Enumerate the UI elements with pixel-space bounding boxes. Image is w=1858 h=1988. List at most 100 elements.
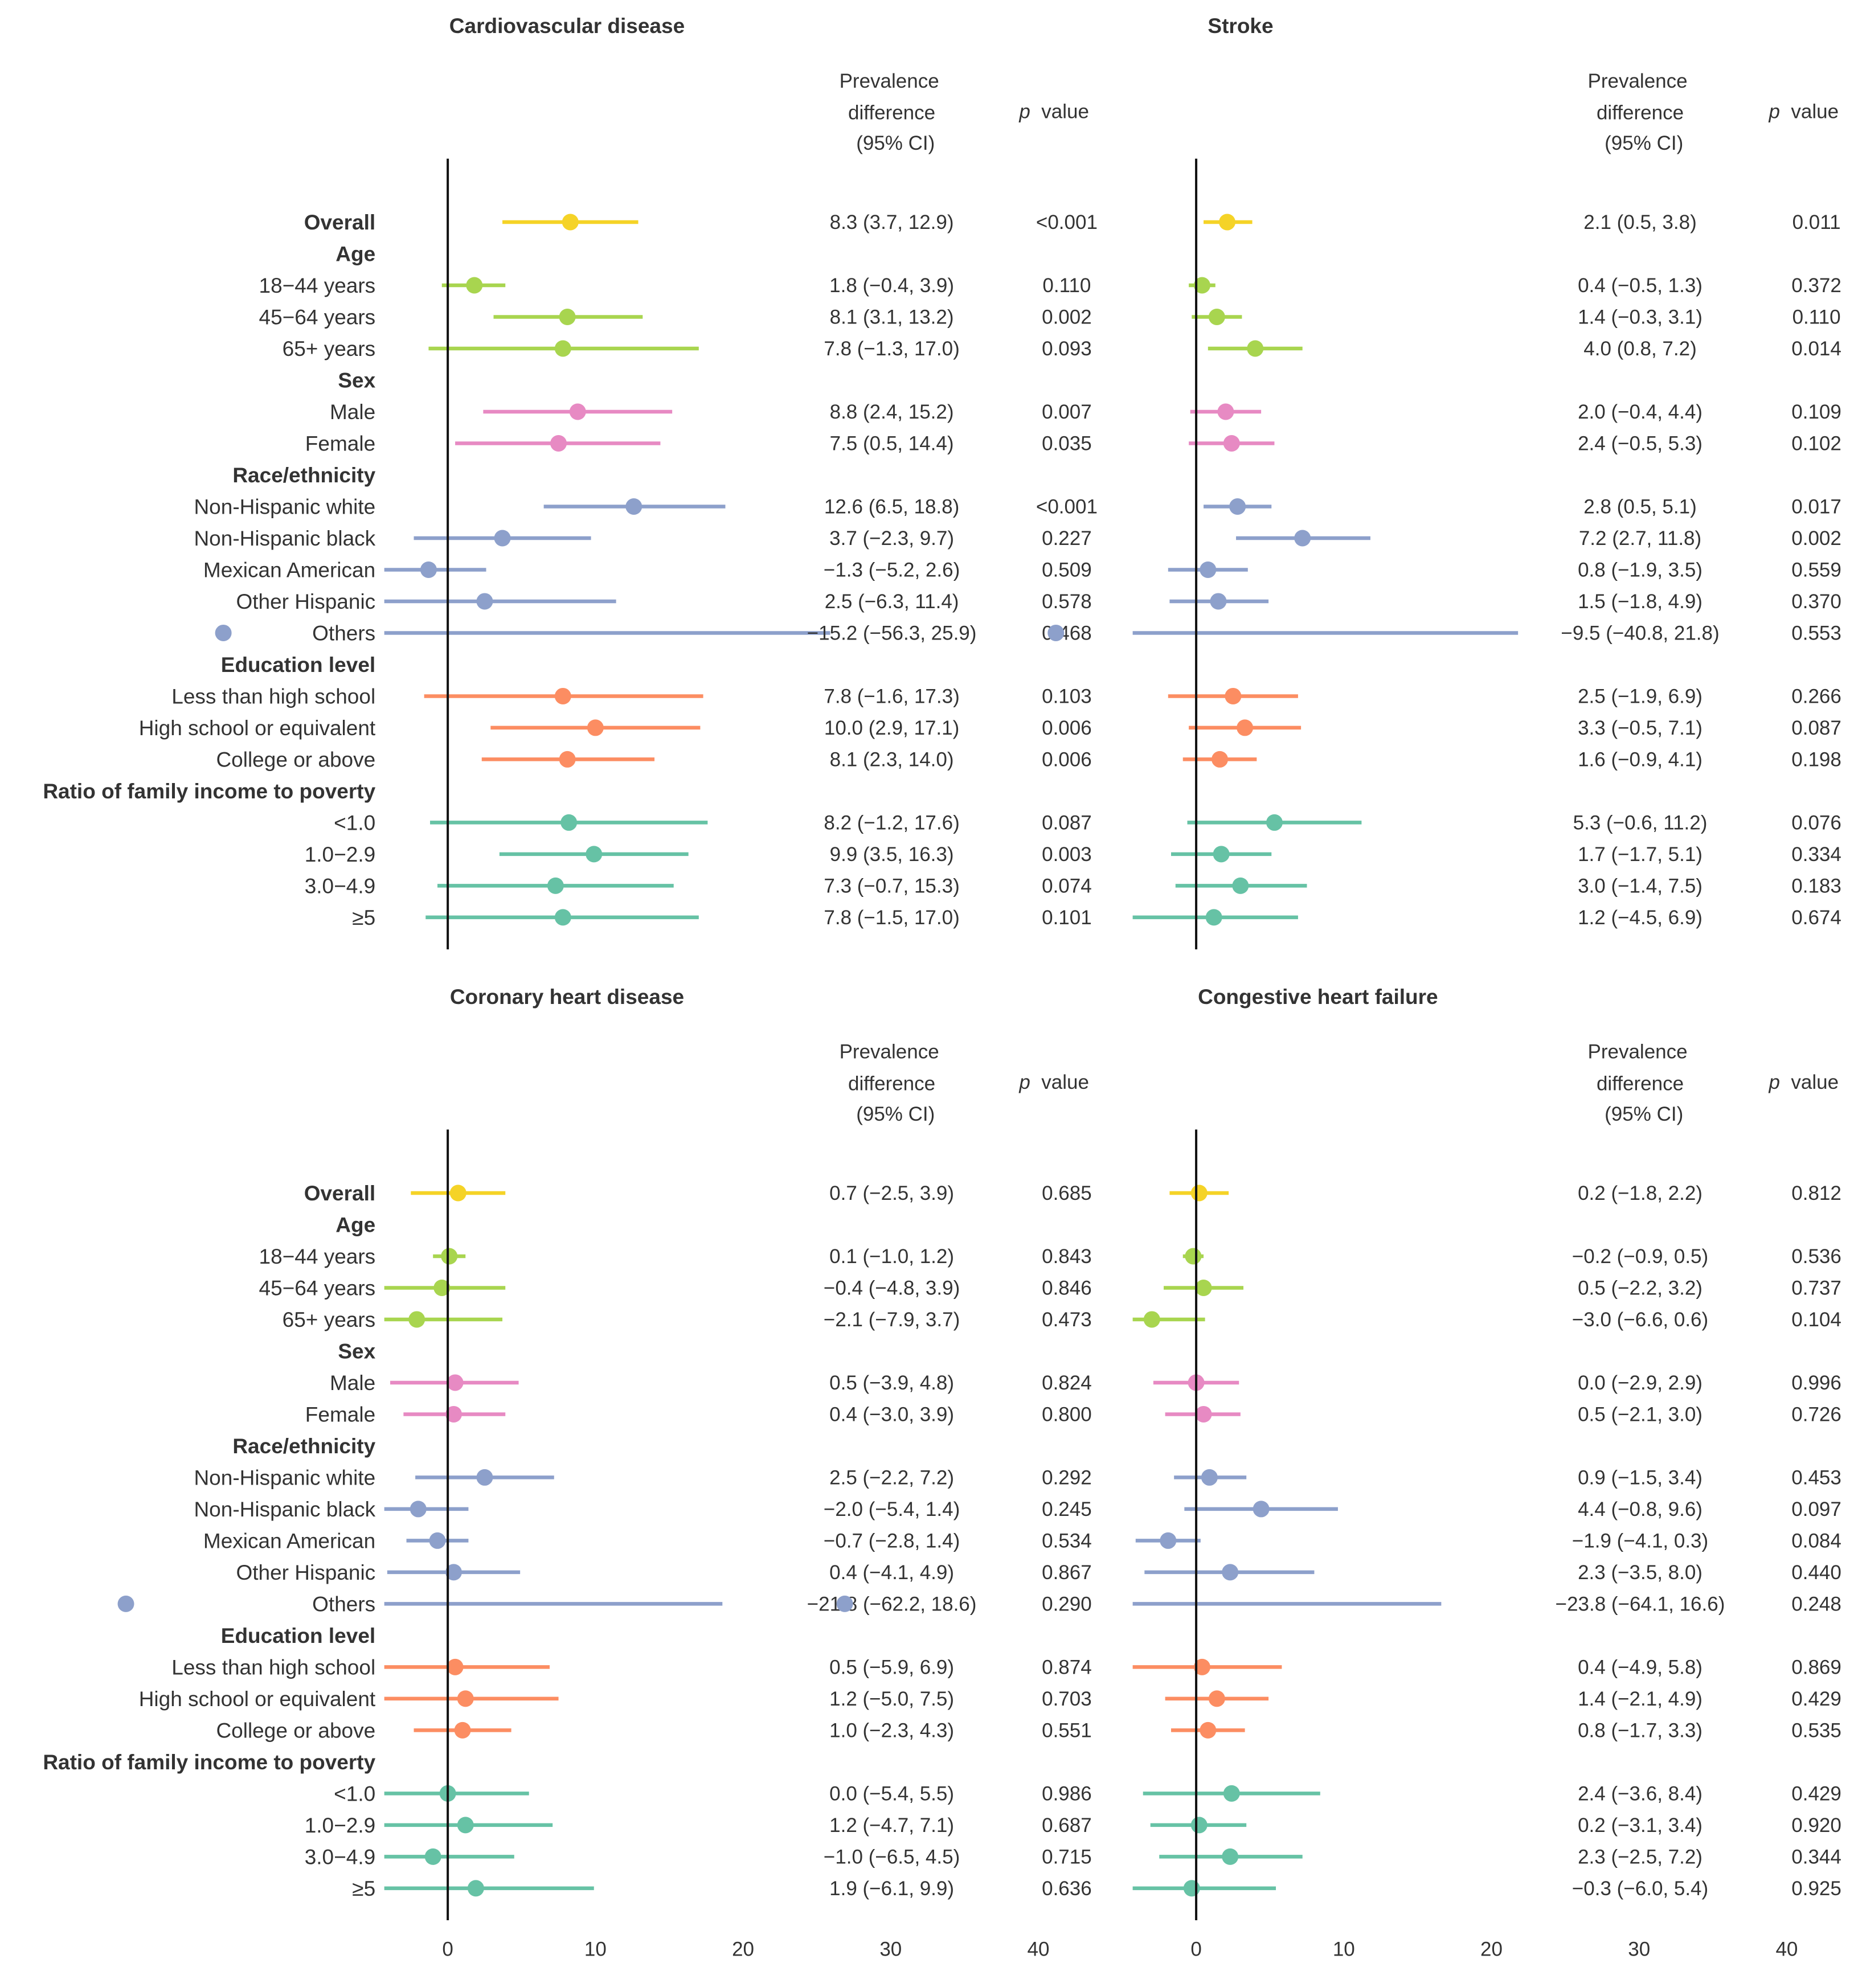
row-label: College or above [216, 748, 375, 771]
ci-value: 0.8 (−1.7, 3.3) [1578, 1719, 1703, 1741]
ci-value: 0.1 (−1.0, 1.2) [829, 1245, 954, 1268]
ci-value: −15.2 (−56.3, 25.9) [807, 622, 977, 644]
p-value: 0.440 [1791, 1561, 1841, 1584]
row-label: ≥5 [352, 1877, 375, 1900]
p-value: 0.534 [1042, 1530, 1092, 1552]
p-value: 0.035 [1042, 432, 1092, 454]
header-value-word: value [1030, 1071, 1089, 1093]
row-label: Age [335, 1213, 375, 1236]
row-label: Sex [338, 1339, 375, 1363]
p-value: 0.007 [1042, 401, 1092, 423]
p-value: <0.001 [1036, 211, 1098, 233]
ci-value: 2.4 (−3.6, 8.4) [1578, 1782, 1703, 1805]
row-label: Others [312, 621, 375, 645]
ci-value: 2.0 (−0.4, 4.4) [1578, 401, 1703, 423]
header-p-value: p value [1018, 1071, 1089, 1093]
row-label: 18−44 years [259, 1245, 376, 1268]
p-value: 0.227 [1042, 527, 1092, 550]
header-value-word: value [1780, 100, 1839, 122]
point-estimate [1266, 814, 1283, 831]
ci-value: 9.9 (3.5, 16.3) [830, 843, 954, 866]
point-estimate [457, 1690, 474, 1707]
p-value: 0.006 [1042, 748, 1092, 770]
row-label: 65+ years [283, 1308, 376, 1331]
row-label: Overall [304, 1182, 375, 1205]
ci-value: 8.8 (2.4, 15.2) [830, 401, 954, 423]
row-label: Ratio of family income to poverty [43, 1751, 375, 1774]
row-label: Male [330, 400, 375, 424]
point-estimate [569, 403, 586, 420]
ci-value: 0.0 (−2.9, 2.9) [1578, 1372, 1703, 1394]
p-value: 0.017 [1791, 495, 1841, 518]
point-estimate [1253, 1501, 1270, 1518]
p-value: 0.087 [1791, 717, 1841, 739]
point-estimate [433, 1279, 451, 1296]
row-label: Non-Hispanic white [194, 1466, 375, 1489]
header-value-word: value [1030, 100, 1089, 122]
row-label: Race/ethnicity [232, 464, 375, 487]
point-estimate [587, 719, 604, 736]
ci-value: 0.4 (−3.0, 3.9) [829, 1403, 954, 1425]
point-estimate [1143, 1311, 1160, 1328]
p-value: 0.867 [1042, 1561, 1092, 1584]
p-value: <0.001 [1036, 495, 1098, 518]
point-estimate [1205, 909, 1222, 926]
ci-value: −2.1 (−7.9, 3.7) [824, 1309, 960, 1331]
p-value: 0.800 [1042, 1403, 1092, 1425]
point-estimate [117, 1595, 134, 1612]
point-estimate [467, 1880, 484, 1897]
point-estimate [445, 1405, 462, 1423]
point-estimate [1208, 1690, 1225, 1707]
point-estimate [560, 814, 578, 831]
panel-title: Congestive heart failure [1198, 985, 1438, 1009]
p-value: 0.104 [1791, 1309, 1841, 1331]
row-label: 3.0−4.9 [305, 1845, 375, 1868]
p-value: 0.245 [1042, 1498, 1092, 1520]
p-value: 0.103 [1042, 685, 1092, 707]
point-estimate [1210, 593, 1227, 610]
row-label: Education level [221, 653, 375, 677]
row-label: Overall [304, 211, 375, 234]
row-label: <1.0 [334, 1782, 375, 1805]
header-p-value: p value [1768, 100, 1839, 122]
row-label: 45−64 years [259, 306, 376, 329]
p-value: 0.674 [1791, 907, 1841, 929]
point-estimate [550, 435, 567, 452]
point-estimate [1237, 719, 1254, 736]
p-value: 0.074 [1042, 875, 1092, 897]
p-value: 0.551 [1042, 1719, 1092, 1741]
point-estimate [1225, 687, 1242, 704]
header-ci: (95% CI) [856, 1103, 935, 1125]
point-estimate [494, 530, 511, 547]
point-estimate [449, 1184, 466, 1202]
p-value: 0.110 [1792, 306, 1841, 329]
row-label: 1.0−2.9 [305, 843, 375, 866]
ci-value: −9.5 (−40.8, 21.8) [1561, 622, 1719, 644]
p-value: 0.824 [1042, 1372, 1092, 1394]
header-ci: (95% CI) [856, 132, 935, 154]
point-estimate [429, 1532, 446, 1549]
ci-value: 2.8 (0.5, 5.1) [1583, 495, 1696, 518]
point-estimate [1213, 846, 1230, 863]
ci-value: 0.4 (−4.9, 5.8) [1578, 1656, 1703, 1678]
row-label: Female [305, 1403, 375, 1426]
row-label: Race/ethnicity [232, 1434, 375, 1458]
p-value: 0.473 [1042, 1309, 1092, 1331]
p-value: 0.453 [1791, 1466, 1841, 1489]
ci-value: 0.2 (−3.1, 3.4) [1578, 1814, 1703, 1837]
point-estimate [1223, 435, 1240, 452]
x-tick-label: 10 [1333, 1938, 1355, 1960]
point-estimate [586, 846, 603, 863]
point-estimate [1200, 1721, 1217, 1739]
panel-coronary-heart-disease: Coronary heart disease Prevalence differen… [43, 985, 1091, 1961]
p-value: 0.737 [1791, 1277, 1841, 1299]
ci-value: 3.0 (−1.4, 7.5) [1578, 875, 1703, 897]
point-estimate [1229, 498, 1246, 515]
p-value: 0.292 [1042, 1466, 1092, 1489]
ci-value: 1.2 (−4.7, 7.1) [829, 1814, 954, 1837]
ci-value: 2.5 (−6.3, 11.4) [825, 591, 959, 613]
x-tick-label: 40 [1028, 1938, 1050, 1960]
point-estimate [1195, 1405, 1212, 1423]
ci-value: 1.4 (−2.1, 4.9) [1578, 1688, 1703, 1710]
header-ci: (95% CI) [1605, 1103, 1683, 1125]
